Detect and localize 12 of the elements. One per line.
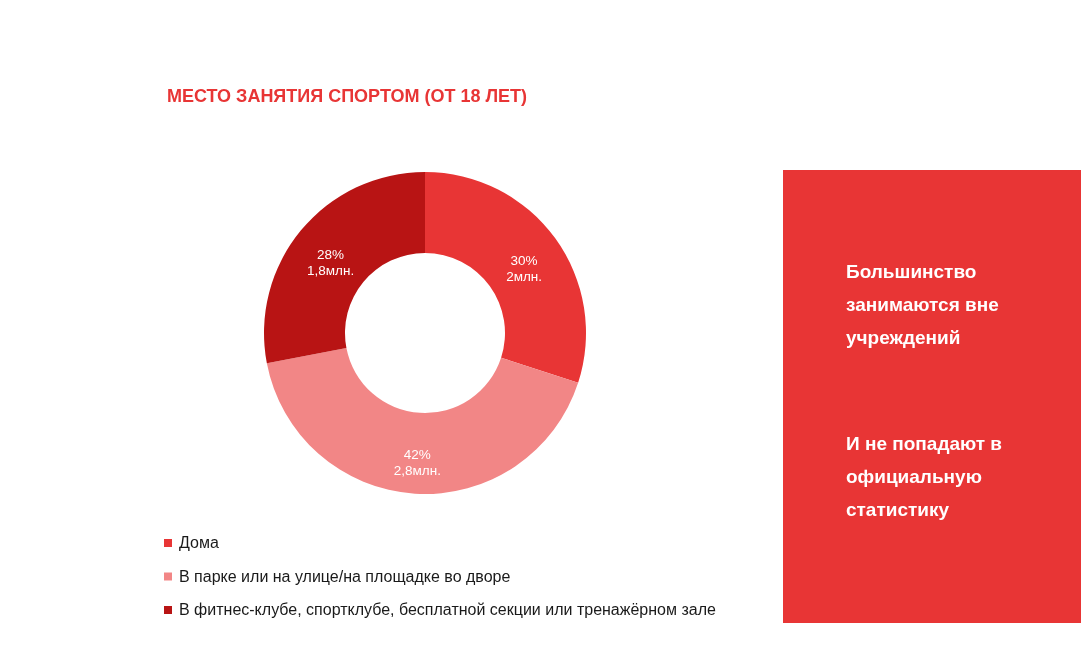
chart-title: МЕСТО ЗАНЯТИЯ СПОРТОМ (ОТ 18 ЛЕТ) [167,86,528,106]
text: И не попадают в официальную статистику [846,433,1003,520]
legend-label: В парке или на улице/на площадке во дворе [179,567,511,585]
data-label: 30% 2млн. [506,253,543,284]
data-label: 42% 2,8млн. [393,447,441,479]
donut-slice [425,172,586,383]
donut-slice [266,347,579,494]
donut-slice [264,172,425,364]
data-label: 28% 1,8млн. [307,246,355,278]
legend-label: В фитнес-клубе, спортклубе, бесплатной секции или тренажёрном зале [179,601,717,618]
legend-label: Дома [179,534,219,551]
text: Большинство занимаются вне учреждений [846,261,999,348]
